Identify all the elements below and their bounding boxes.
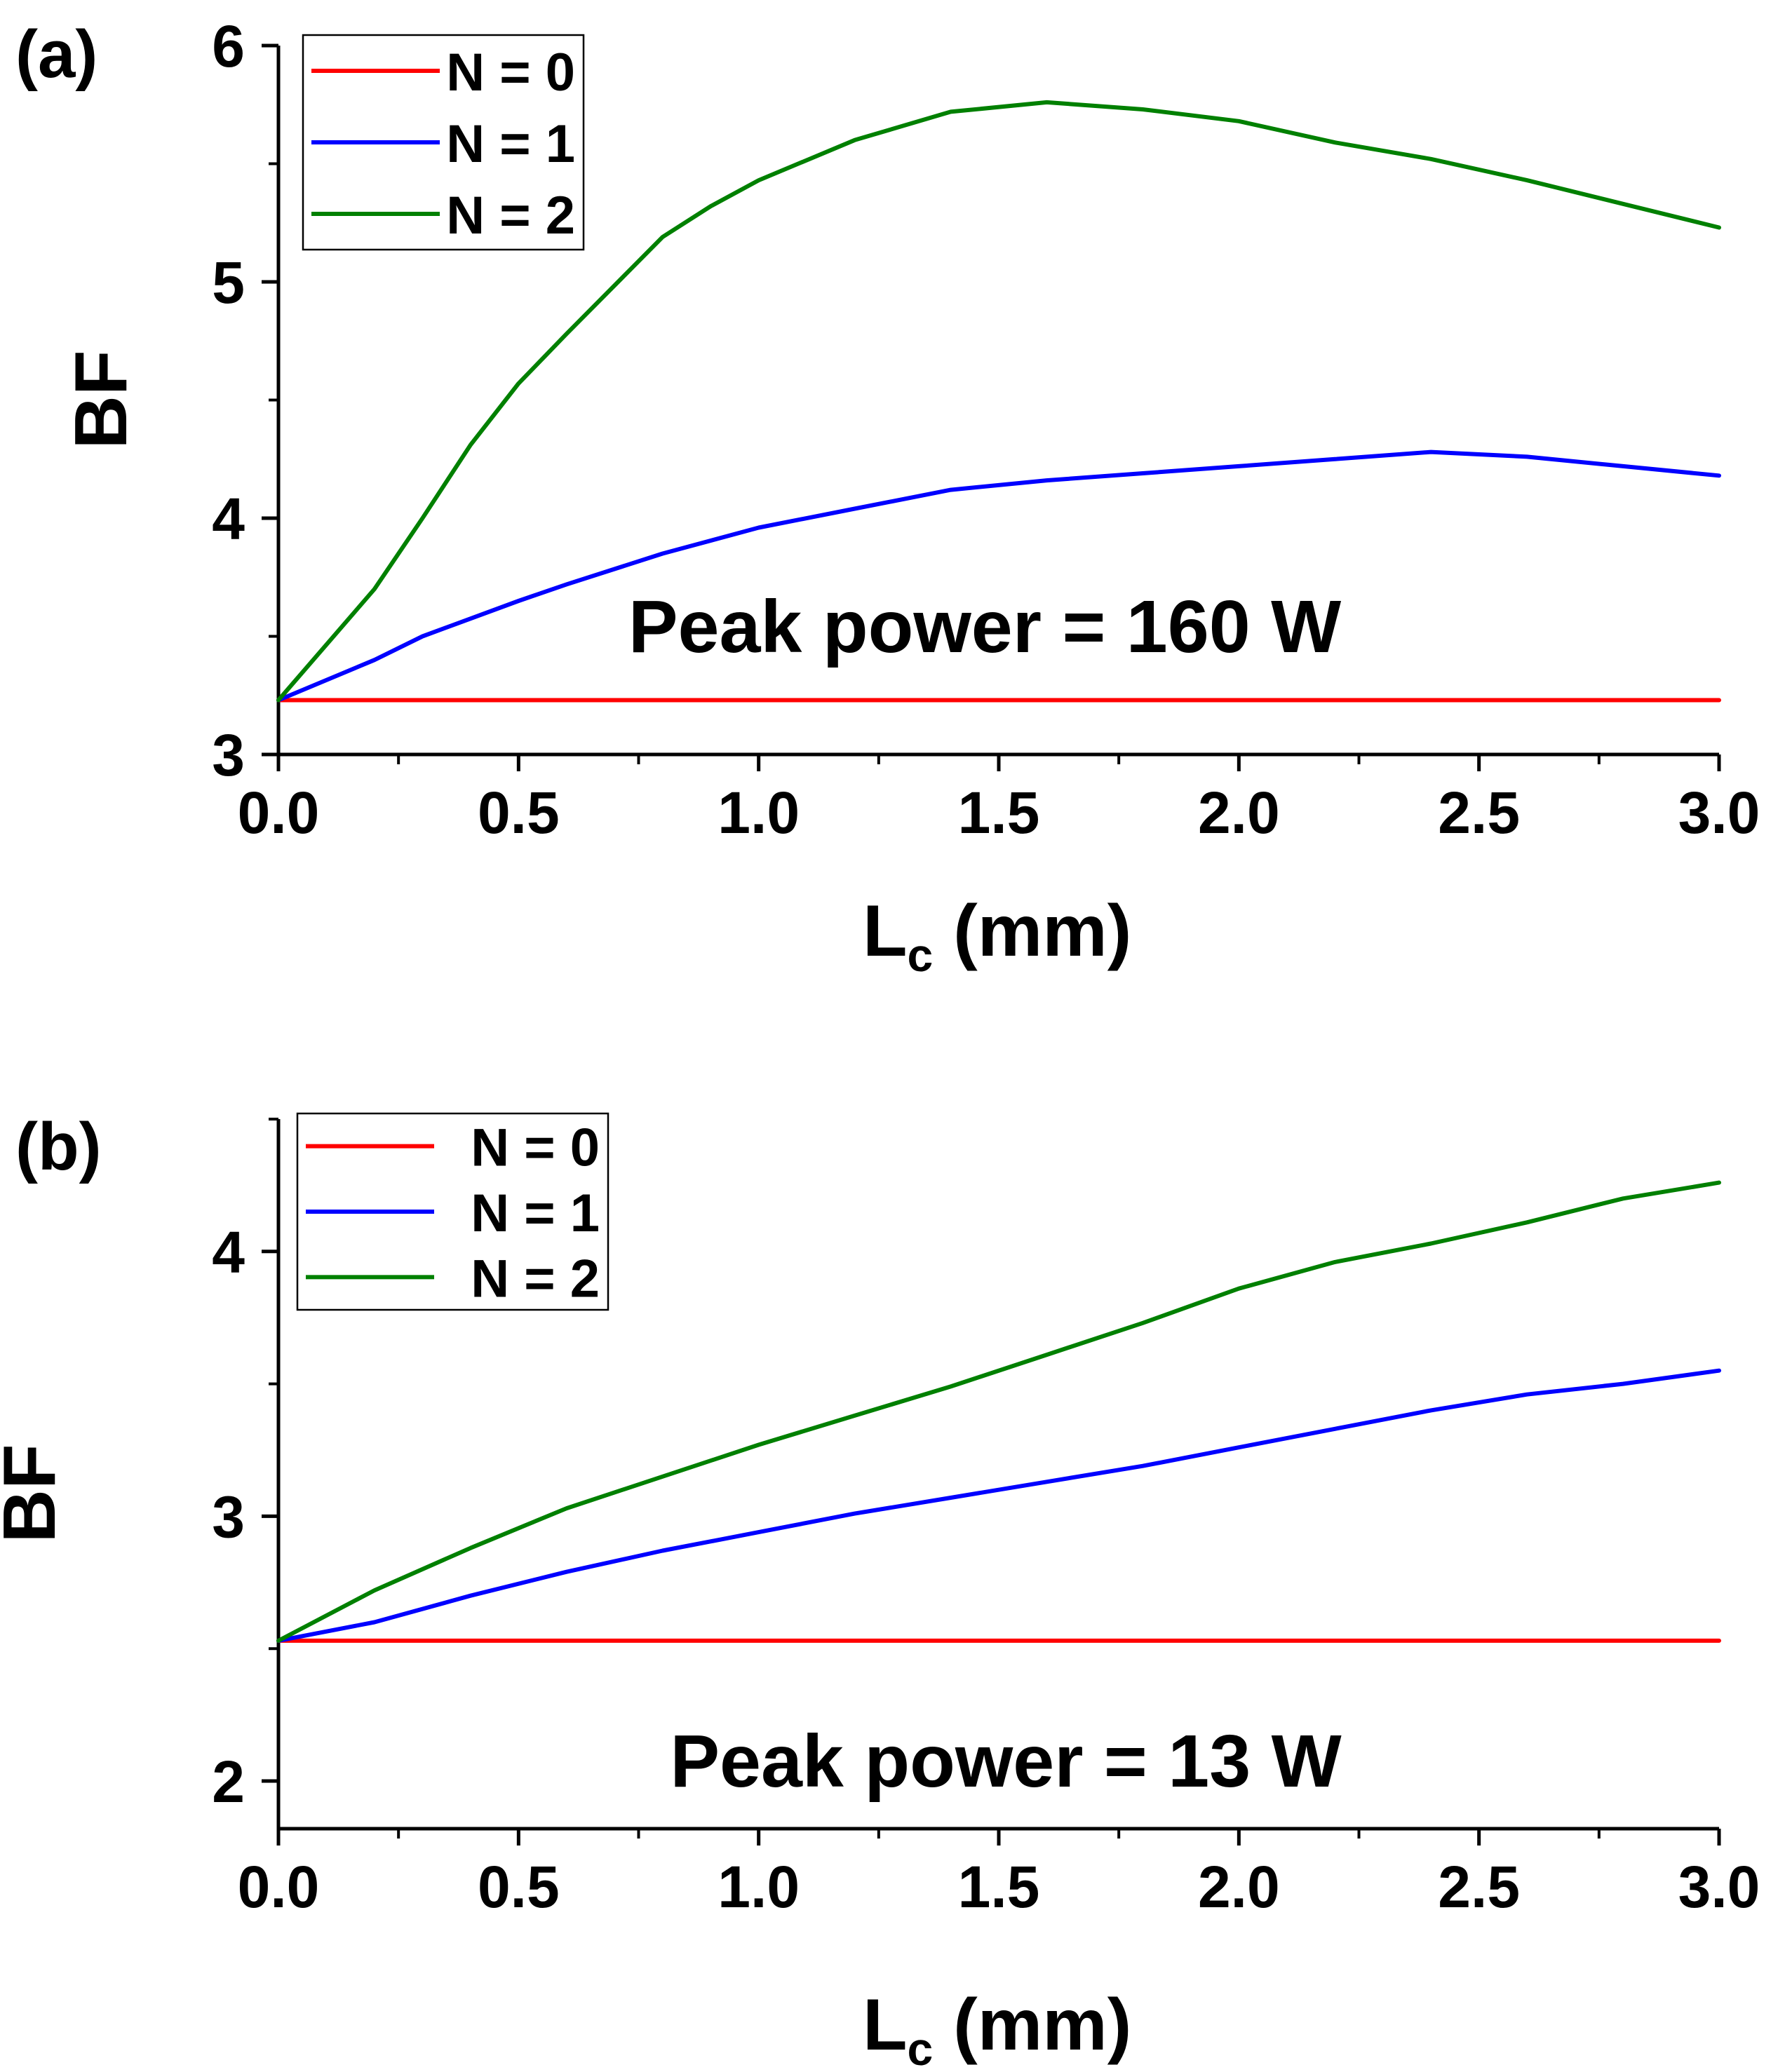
x-tick-label: 3.0 <box>1678 1854 1760 1920</box>
legend-label: N = 1 <box>471 1184 600 1243</box>
x-tick-label: 1.5 <box>958 780 1040 846</box>
annotation-text: Peak power = 160 W <box>628 585 1341 668</box>
legend-label: N = 2 <box>471 1249 600 1308</box>
legend: N = 0 N = 1 N = 2 <box>302 34 585 251</box>
x-tick-label: 2.5 <box>1438 780 1520 846</box>
y-tick-label: 3 <box>212 1484 245 1550</box>
series-line-n1 <box>276 1368 1721 1643</box>
legend-label: N = 2 <box>446 186 575 245</box>
x-tick-label: 3.0 <box>1678 780 1760 846</box>
x-tick-label: 2.0 <box>1198 1854 1280 1920</box>
x-axis-label-subscript: c <box>908 2023 934 2072</box>
annotation-text: Peak power = 13 W <box>670 1720 1341 1803</box>
x-tick-label: 0.5 <box>478 1854 560 1920</box>
x-axis-label: Lc (mm) <box>863 891 1131 981</box>
y-tick-label: 5 <box>212 250 245 316</box>
legend: N = 0 N = 1 N = 2 <box>296 1112 609 1311</box>
panel-a: 0.0 0.5 1.0 1.5 2.0 2.5 3.0 3 4 5 6 N = 0 N = 1 N = 2… <box>15 13 1760 981</box>
x-tick-label: 2.5 <box>1438 1854 1520 1920</box>
x-tick-label: 0.0 <box>238 780 320 846</box>
panel-label: (a) <box>15 17 97 92</box>
y-axis-label: BF <box>60 350 142 449</box>
x-axis-label: Lc (mm) <box>863 1984 1131 2072</box>
legend-label: N = 1 <box>446 114 575 174</box>
x-tick-label: 0.5 <box>478 780 560 846</box>
x-axis-label-main: L <box>863 1984 908 2066</box>
y-tick-label: 4 <box>212 486 245 552</box>
y-axis-label: BF <box>0 1444 71 1543</box>
series-line-n1 <box>276 449 1721 703</box>
x-tick-label: 1.5 <box>958 1854 1040 1920</box>
x-axis-label-unit: (mm) <box>933 1984 1131 2066</box>
series-line-n2 <box>276 1180 1721 1643</box>
x-axis-label-unit: (mm) <box>933 891 1131 972</box>
panel-label: (b) <box>15 1109 102 1184</box>
x-tick-label: 2.0 <box>1198 780 1280 846</box>
y-tick-label: 6 <box>212 13 245 79</box>
x-tick-label: 0.0 <box>238 1854 320 1920</box>
panel-b: 0.0 0.5 1.0 1.5 2.0 2.5 3.0 2 3 4 N = 0 N = 1 N = 2 P… <box>0 1109 1760 2072</box>
x-tick-label: 1.0 <box>718 1854 800 1920</box>
x-axis-label-subscript: c <box>908 929 934 981</box>
legend-label: N = 0 <box>471 1118 600 1178</box>
series-line-n2 <box>276 100 1721 703</box>
x-tick-label: 1.0 <box>718 780 800 846</box>
y-tick-label: 3 <box>212 722 245 788</box>
legend-label: N = 0 <box>446 43 575 102</box>
y-tick-label: 4 <box>212 1219 245 1285</box>
x-axis-label-main: L <box>863 891 908 972</box>
y-tick-label: 2 <box>212 1749 245 1815</box>
